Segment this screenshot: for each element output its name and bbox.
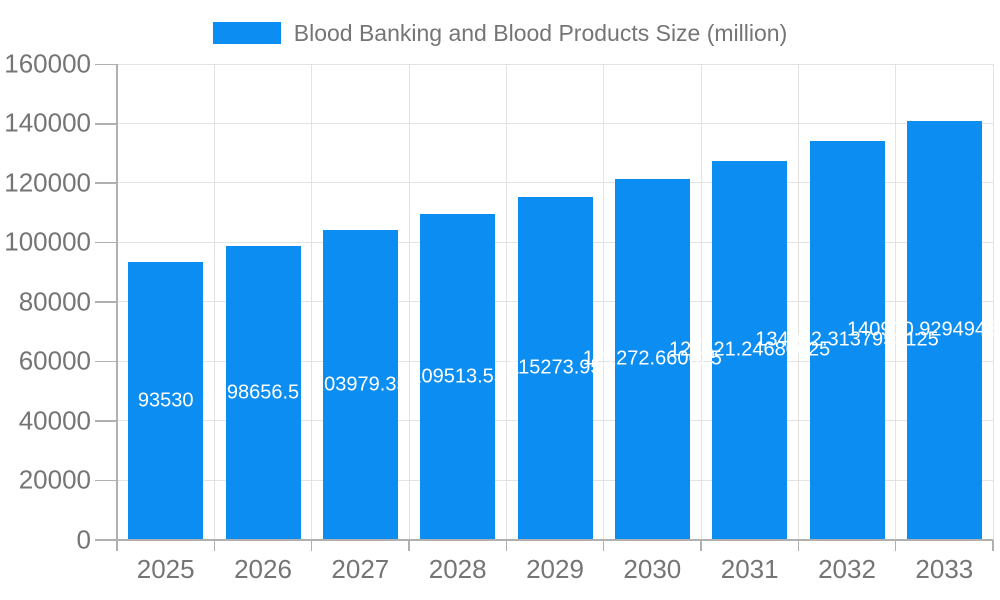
bar-value-label: 109513.55	[410, 365, 505, 388]
x-axis-tick-label: 2030	[623, 554, 682, 584]
x-axis-tick-label: 2025	[136, 554, 195, 584]
axis-y-tick	[95, 182, 117, 184]
legend-swatch-icon[interactable]	[212, 22, 281, 44]
bar-2033[interactable]	[906, 120, 982, 540]
bar-2025[interactable]	[128, 261, 204, 540]
axis-y-tick	[95, 122, 117, 125]
bar-value-label: 115273.95	[508, 356, 602, 379]
gridline-horizontal	[117, 182, 993, 184]
gridline-vertical	[311, 64, 313, 540]
gridline-horizontal	[117, 122, 993, 124]
bar-2026[interactable]	[225, 246, 301, 540]
y-axis-tick-label: 80000	[18, 286, 91, 317]
x-axis-tick-label: 2029	[526, 554, 584, 584]
y-axis-tick-label: 160000	[4, 48, 91, 79]
legend-item[interactable]: Blood Banking and Blood Products Size (m…	[212, 19, 788, 47]
y-axis-tick-label: 100000	[4, 226, 91, 257]
axis-x-tick	[505, 539, 508, 551]
axis-x-tick	[700, 539, 702, 551]
y-axis-tick-label: 20000	[18, 464, 91, 495]
x-axis-tick-label: 2032	[818, 554, 876, 584]
gridline-vertical	[797, 64, 799, 540]
y-axis-tick-label: 120000	[4, 167, 91, 198]
x-axis-line	[117, 538, 993, 541]
x-axis-tick-label: 2026	[234, 554, 292, 584]
bar-2027[interactable]	[322, 230, 398, 540]
y-axis-line	[116, 64, 118, 542]
gridline-vertical	[992, 64, 994, 540]
axis-x-tick	[602, 539, 605, 551]
axis-x-tick	[213, 539, 216, 551]
x-axis-tick-label: 2027	[331, 554, 390, 584]
axis-x-tick	[116, 539, 118, 551]
axis-y-tick	[95, 479, 117, 482]
y-axis-tick-label: 40000	[18, 405, 91, 436]
gridline-vertical	[700, 64, 702, 540]
bar-2030[interactable]	[614, 179, 690, 540]
axis-y-tick	[95, 360, 117, 363]
gridline-vertical	[505, 64, 507, 540]
axis-y-tick	[95, 241, 117, 244]
bar-value-label: 134032.3137953125	[755, 328, 939, 351]
gridline-vertical	[603, 64, 605, 540]
axis-x-tick	[310, 539, 313, 551]
gridline-vertical	[213, 64, 215, 540]
axis-y-tick	[95, 539, 117, 541]
bar-2029[interactable]	[517, 196, 593, 540]
chart-legend: Blood Banking and Blood Products Size (m…	[0, 18, 1000, 48]
gridline-vertical	[408, 64, 410, 540]
axis-y-tick	[95, 420, 117, 422]
bar-value-label: 98656.5	[226, 381, 300, 404]
y-axis-tick-label: 140000	[4, 107, 91, 138]
axis-y-tick	[95, 301, 117, 303]
bar-value-label: 121272.660625	[582, 347, 722, 370]
gridline-horizontal	[117, 63, 993, 65]
bar-value-label: 127521.24680625	[669, 338, 831, 361]
x-axis-tick-label: 2033	[915, 554, 974, 584]
bar-value-label: 93530	[137, 389, 194, 412]
axis-x-tick	[797, 539, 800, 551]
axis-x-tick	[894, 539, 897, 551]
bar-2028[interactable]	[420, 214, 496, 540]
x-axis-tick-label: 2028	[428, 554, 487, 584]
y-axis-tick-label: 0	[76, 524, 91, 554]
bar-value-label: 140910.92949453124	[847, 318, 1000, 341]
bar-2032[interactable]	[809, 141, 885, 540]
bar-value-label: 103979.35	[313, 373, 408, 396]
legend-label: Blood Banking and Blood Products Size (m…	[293, 19, 788, 46]
axis-x-tick	[992, 539, 994, 551]
axis-x-tick	[408, 539, 410, 551]
axis-y-tick	[95, 63, 117, 66]
gridline-vertical	[895, 64, 897, 540]
x-axis-tick-label: 2031	[720, 554, 779, 584]
y-axis-tick-label: 60000	[18, 345, 91, 376]
bar-2031[interactable]	[712, 160, 788, 540]
